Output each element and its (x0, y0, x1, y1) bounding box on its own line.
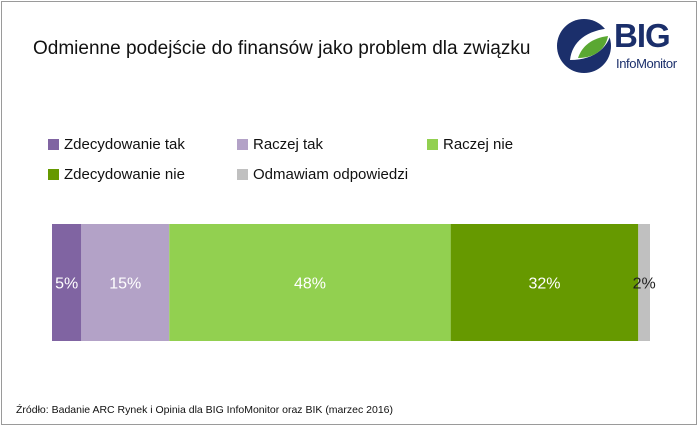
legend-item: Zdecydowanie nie (48, 164, 185, 184)
data-label: 5% (55, 276, 78, 293)
data-label: 15% (109, 276, 141, 293)
legend-swatch (237, 168, 248, 180)
logo-subtitle: InfoMonitor (616, 56, 677, 71)
bar-segment (81, 224, 170, 341)
bar-segment (450, 224, 639, 341)
legend-label: Raczej nie (443, 135, 514, 153)
data-label: 32% (528, 276, 560, 293)
legend-label: Zdecydowanie nie (64, 165, 185, 183)
legend-swatch (48, 138, 59, 150)
legend-label: Odmawiam odpowiedzi (253, 165, 409, 183)
big-infomonitor-logo: BIG InfoMonitor (556, 16, 686, 76)
chart-title: Odmienne podejście do finansów jako prob… (33, 38, 531, 59)
legend-item: Zdecydowanie tak (48, 134, 185, 154)
logo-brand: BIG (614, 17, 671, 54)
chart-legend: Zdecydowanie tak Raczej tak Raczej nie Zdec… (0, 0, 700, 200)
data-label: 48% (294, 276, 326, 293)
legend-item: Odmawiam odpowiedzi (237, 164, 408, 184)
legend-swatch (427, 138, 438, 150)
legend-item: Raczej tak (237, 134, 323, 154)
legend-label: Zdecydowanie tak (64, 135, 185, 153)
bar-segment (169, 224, 451, 341)
logo-mark-icon (557, 19, 612, 73)
legend-label: Raczej tak (253, 135, 324, 153)
legend-swatch (48, 168, 59, 180)
source-note: Źródło: Badanie ARC Rynek i Opinia dla B… (16, 404, 394, 416)
legend-swatch (237, 138, 248, 150)
legend-item: Raczej nie (427, 134, 513, 154)
data-label: 2% (633, 276, 656, 293)
bar-segment (638, 224, 650, 341)
bar-segment (52, 224, 82, 341)
